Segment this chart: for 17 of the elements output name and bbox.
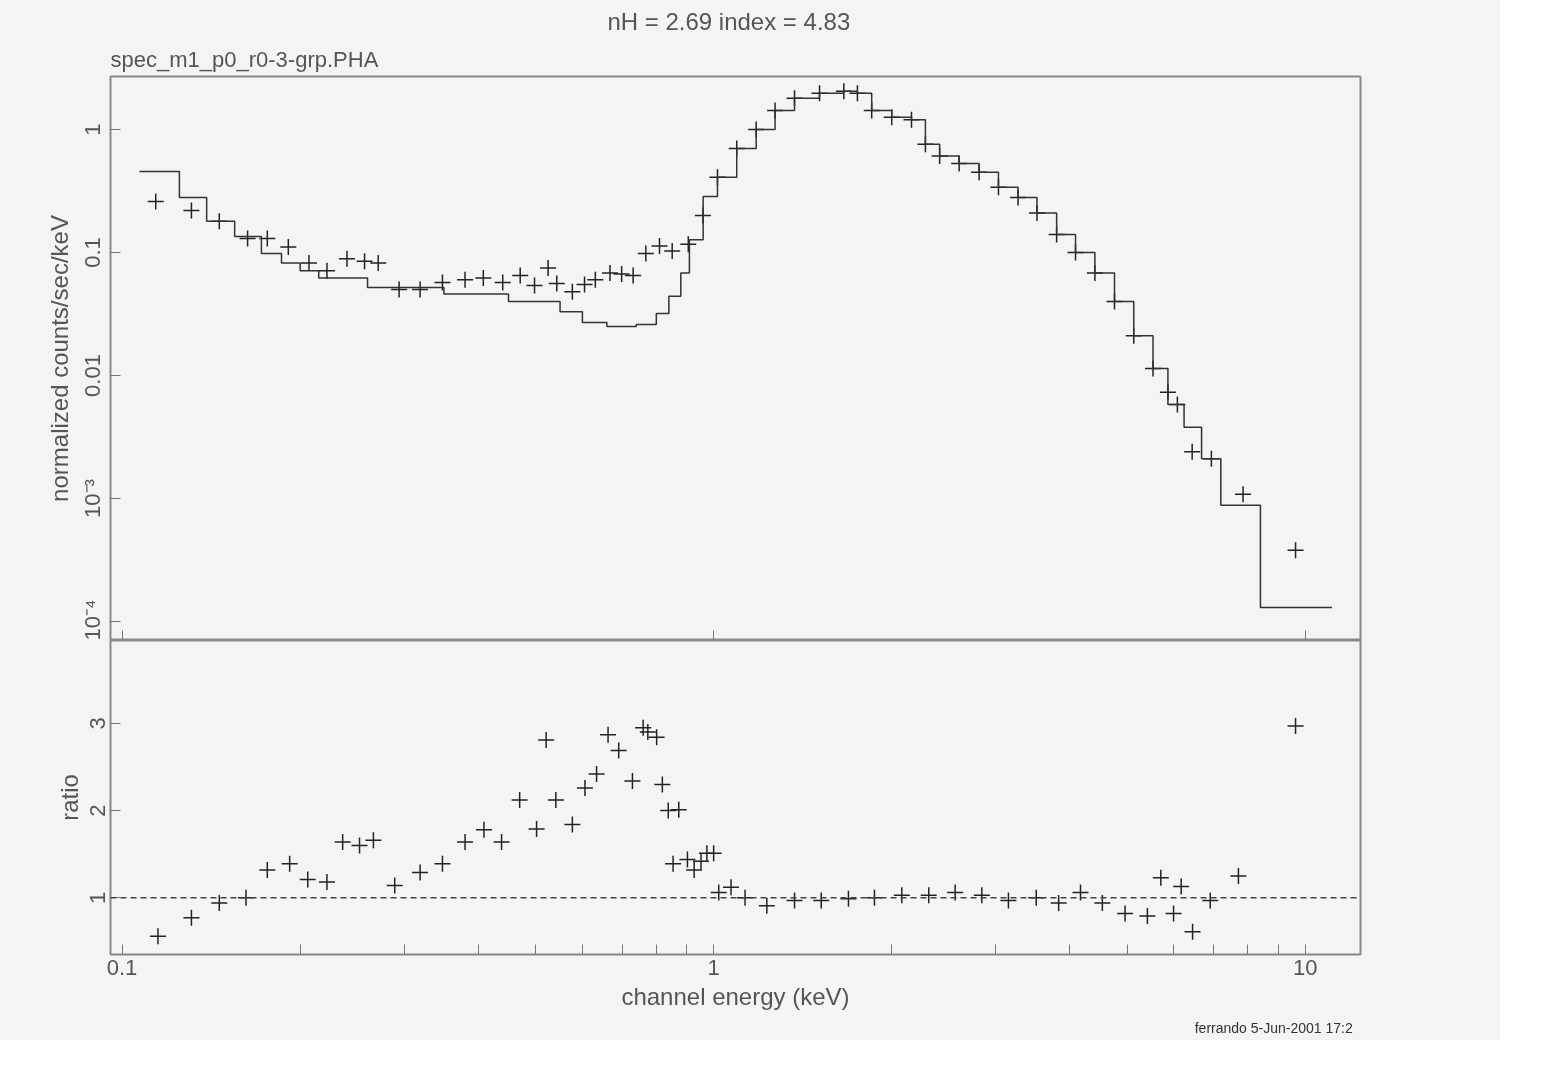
y-tick-label: 0.1 <box>80 237 106 268</box>
y-axis-title: normalized counts/sec/keV <box>45 215 73 502</box>
y-tick-label: 2 <box>85 804 111 817</box>
y-tick-label: 0.01 <box>80 354 106 397</box>
y-axis-title: ratio <box>55 774 83 821</box>
y-tick-label: 10⁻³ <box>80 479 106 518</box>
chart-title: nH = 2.69 index = 4.83 <box>607 7 851 35</box>
y-tick-label: 1 <box>80 123 106 136</box>
chart-subtitle: spec_m1_p0_r0-3-grp.PHA <box>110 46 379 72</box>
x-tick-label: 0.1 <box>106 954 138 980</box>
x-tick-label: 1 <box>707 954 720 980</box>
x-tick-label: 10 <box>1293 954 1318 980</box>
x-axis-title: channel energy (keV) <box>621 982 850 1010</box>
y-tick-label: 1 <box>85 891 111 904</box>
text: ferrando 5-Jun-2001 17:2 <box>1194 1019 1353 1036</box>
y-tick-label: 10⁻⁴ <box>80 599 106 641</box>
y-tick-label: 3 <box>85 717 111 730</box>
